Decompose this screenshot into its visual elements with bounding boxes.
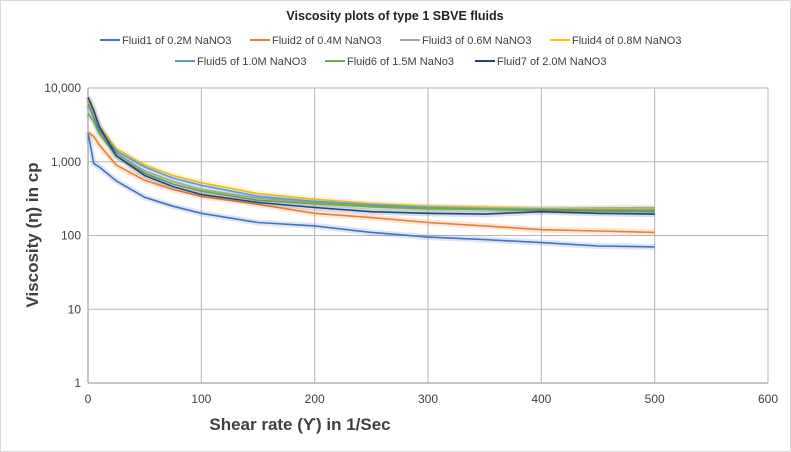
legend-item: Fluid1 of 0.2M NaNO3: [122, 35, 231, 47]
chart-title: Viscosity plots of type 1 SBVE fluids: [286, 9, 503, 23]
x-tick-label: 600: [758, 392, 778, 406]
x-tick-label: 400: [531, 392, 551, 406]
y-axis-label: Viscosity (η) in cp: [23, 162, 42, 307]
series-line-fluid4: [87, 99, 655, 210]
legend: Fluid1 of 0.2M NaNO3 Fluid2 of 0.4M NaNO3…: [100, 35, 681, 68]
x-tick-label: 100: [191, 392, 211, 406]
y-tick-label: 1,000: [51, 155, 81, 169]
legend-item: Fluid2 of 0.4M NaNO3: [272, 35, 381, 47]
x-tick-label: 500: [645, 392, 665, 406]
y-tick-label: 1: [74, 376, 81, 390]
x-tick-label: 300: [418, 392, 438, 406]
legend-item: Fluid3 of 0.6M NaNO3: [422, 35, 531, 47]
x-tick-label: 0: [85, 392, 92, 406]
y-tick-label: 100: [61, 229, 81, 243]
tick-labels: 0 100 200 300 400 500 600 1 10 100 1,000 10,000: [44, 81, 778, 406]
series-lines: [85, 95, 655, 250]
y-tick-label: 10: [68, 302, 82, 316]
legend-item: Fluid7 of 2.0M NaNO3: [497, 56, 606, 68]
series-line-fluid1: [87, 132, 655, 248]
x-axis-label: Shear rate (ϒ) in 1/Sec: [209, 415, 390, 434]
x-tick-label: 200: [305, 392, 325, 406]
legend-item: Fluid6 of 1.5M NaNo3: [347, 56, 454, 68]
series-line-fluid2: [87, 131, 655, 234]
legend-item: Fluid4 of 0.8M NaNO3: [572, 35, 681, 47]
gridlines: [87, 87, 769, 384]
series-line-fluid6: [87, 113, 655, 213]
series-line-fluid7: [87, 96, 655, 215]
legend-item: Fluid5 of 1.0M NaNO3: [197, 56, 306, 68]
y-tick-label: 10,000: [44, 81, 81, 95]
